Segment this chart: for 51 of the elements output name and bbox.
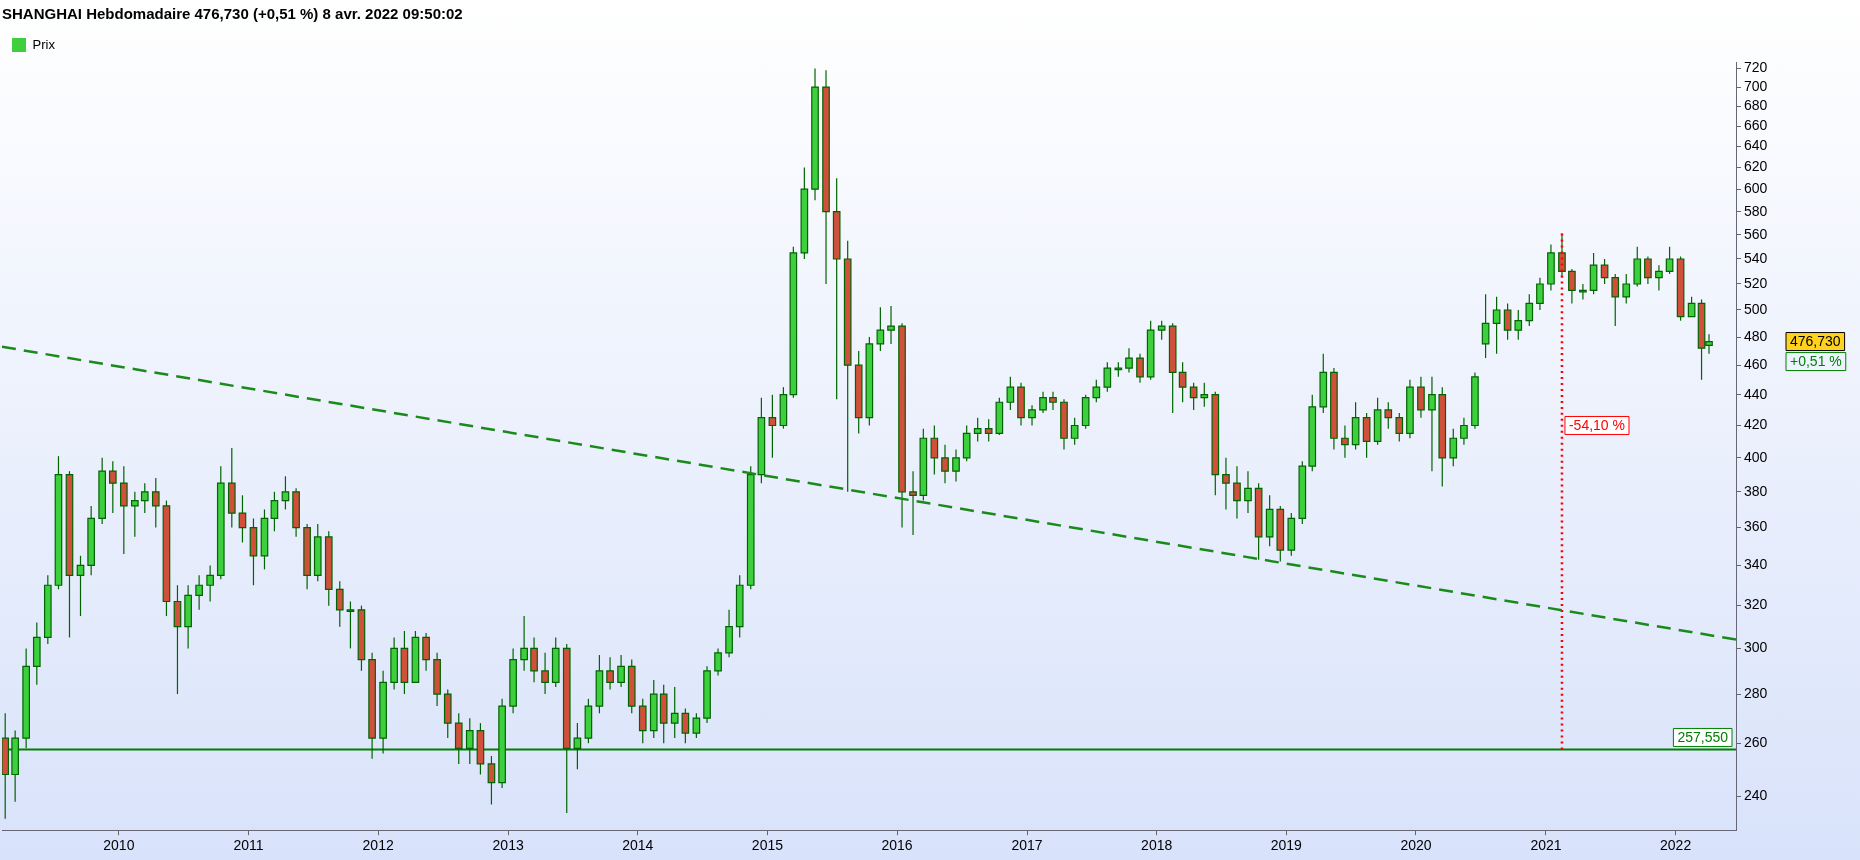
- x-tick-label: 2022: [1660, 837, 1692, 854]
- ref-line-label: 257,550: [1677, 729, 1729, 746]
- x-tick-label: 2014: [622, 837, 654, 854]
- y-tick-label: 420: [1744, 416, 1768, 433]
- candlestick: [1558, 233, 1566, 279]
- x-tick-label: 2013: [492, 837, 524, 854]
- y-tick-label: 320: [1744, 596, 1768, 613]
- y-tick-label: 680: [1744, 97, 1768, 114]
- candlestick: [909, 470, 917, 536]
- y-tick-label: 460: [1744, 356, 1768, 373]
- x-tick-label: 2020: [1400, 837, 1432, 854]
- y-tick-label: 640: [1744, 137, 1768, 154]
- y-tick-label: 620: [1744, 158, 1768, 175]
- candlestick: [606, 656, 614, 690]
- x-tick-label: 2012: [362, 837, 394, 854]
- candlestick: [541, 652, 549, 695]
- x-tick-label: 2010: [103, 837, 135, 854]
- candlestick: [952, 448, 960, 483]
- text: +0,51 %: [1790, 353, 1842, 370]
- y-tick-label: 580: [1744, 202, 1768, 219]
- y-tick-label: 480: [1744, 327, 1768, 344]
- y-tick-label: 660: [1744, 116, 1768, 133]
- x-tick-label: 2015: [751, 837, 784, 854]
- text: 476,730: [1790, 333, 1841, 350]
- y-tick-label: 520: [1744, 274, 1768, 291]
- y-tick-label: 240: [1744, 787, 1768, 804]
- y-tick-label: 720: [1744, 59, 1768, 76]
- candlestick: [1049, 391, 1057, 411]
- y-tick-label: 280: [1744, 684, 1768, 701]
- y-tick-label: 700: [1744, 77, 1768, 94]
- y-tick-label: 400: [1744, 448, 1768, 465]
- legend-label: Prix: [32, 36, 56, 52]
- y-tick-label: 300: [1744, 639, 1768, 656]
- y-tick-label: 600: [1744, 180, 1768, 197]
- candlestick: [941, 444, 949, 484]
- y-tick-label: 440: [1744, 385, 1768, 402]
- y-tick-label: 380: [1744, 482, 1768, 499]
- y-tick-label: 340: [1744, 556, 1768, 573]
- x-tick-label: 2016: [881, 837, 913, 854]
- chart-title: SHANGHAI Hebdomadaire 476,730 (+0,51 %) 8 avr. 2022 09:50:02: [2, 5, 463, 23]
- y-tick-label: 540: [1744, 249, 1768, 266]
- x-tick-label: 2018: [1141, 837, 1173, 854]
- annotation: -54,10 %: [1568, 417, 1626, 434]
- x-tick-label: 2011: [233, 837, 264, 854]
- x-tick-label: 2019: [1270, 837, 1303, 854]
- x-tick-label: 2021: [1530, 837, 1562, 854]
- y-tick-label: 500: [1744, 300, 1768, 317]
- x-tick-label: 2017: [1011, 837, 1043, 854]
- y-tick-label: 260: [1744, 734, 1768, 751]
- y-tick-label: 360: [1744, 518, 1768, 535]
- y-tick-label: 560: [1744, 225, 1768, 242]
